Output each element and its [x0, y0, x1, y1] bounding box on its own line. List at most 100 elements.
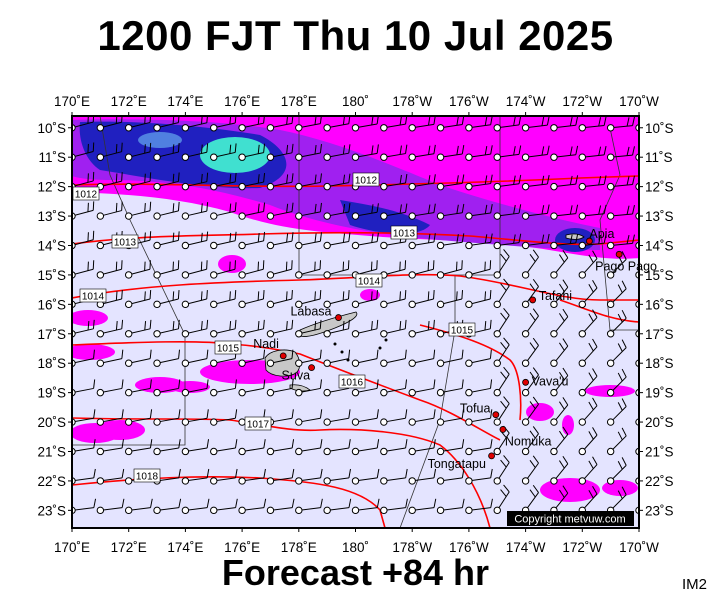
lat-label-right: 15˚S: [645, 268, 674, 283]
wind-barb: [550, 204, 579, 220]
wind-barb-station: [465, 447, 473, 456]
wind-barb: [436, 290, 464, 309]
wind-barb-station: [408, 447, 416, 456]
wind-barb: [465, 204, 493, 220]
wind-barb-station: [238, 506, 246, 515]
lon-label-top: 180˚: [342, 94, 369, 109]
lon-label-bottom: 170˚E: [54, 540, 90, 555]
wind-barb: [521, 204, 550, 220]
wind-barb: [380, 116, 408, 132]
wind-barb: [266, 173, 294, 191]
wind-barb-station: [210, 271, 218, 279]
lon-label-bottom: 176˚E: [224, 540, 260, 555]
wind-barb: [153, 201, 180, 220]
place-dot: [492, 411, 500, 419]
wind-barb-station: [380, 506, 388, 515]
wind-barb-station: [238, 241, 246, 250]
wind-barb-station: [606, 124, 615, 132]
wind-barb: [606, 368, 627, 397]
lat-label-left: 19˚S: [37, 386, 66, 401]
wind-barb: [465, 409, 493, 426]
wind-barb-station: [295, 212, 303, 220]
wind-barb: [380, 144, 408, 161]
wind-barb: [238, 290, 265, 309]
wind-barb: [323, 468, 351, 485]
wind-barb: [96, 379, 124, 397]
isobar: [72, 231, 639, 246]
boundary-line: [399, 275, 456, 528]
wind-barb: [380, 319, 407, 338]
wind-barb: [521, 175, 550, 191]
wind-barb: [408, 233, 436, 250]
wind-barb: [578, 397, 598, 426]
wind-barb: [153, 379, 181, 397]
wind-barb-station: [606, 182, 615, 191]
wind-barb-station: [493, 388, 501, 397]
wind-barb-station: [408, 418, 416, 426]
wind-barb-station: [96, 124, 105, 132]
wind-barb: [465, 439, 493, 456]
wind-barb-station: [323, 153, 331, 161]
wind-barb: [351, 349, 379, 367]
wind-barb: [493, 233, 522, 250]
wind-barb: [266, 319, 294, 338]
wind-barb-station: [266, 506, 275, 515]
lon-label-top: 176˚E: [224, 94, 260, 109]
wind-barb: [465, 116, 493, 132]
wind-barb-station: [465, 506, 473, 515]
wind-barb: [408, 409, 436, 426]
wind-barb-station: [323, 359, 331, 367]
wind-barb-station: [153, 271, 161, 279]
rain-patch: [526, 403, 554, 421]
isobar-label: 1018: [136, 472, 159, 483]
wind-barb: [210, 172, 237, 191]
wind-barb: [606, 175, 635, 191]
wind-barb-station: [125, 477, 133, 485]
wind-barb-station: [521, 153, 530, 161]
wind-barb: [351, 468, 380, 485]
wind-barb: [181, 231, 209, 250]
wind-barb-station: [493, 359, 501, 367]
wind-barb: [323, 349, 351, 367]
wind-barb: [578, 368, 598, 397]
isobar: [559, 299, 639, 323]
isobar-label-box: [244, 416, 272, 431]
wind-barb-station: [550, 153, 558, 161]
wind-barb: [521, 367, 539, 397]
wind-barb: [578, 145, 607, 161]
place-label: Tafahi: [539, 289, 572, 303]
wind-barb: [436, 468, 465, 485]
wind-barb: [125, 116, 151, 132]
wind-barb-station: [436, 182, 445, 191]
wind-barb-station: [295, 418, 303, 426]
place-label: Nomuka: [505, 434, 552, 448]
wind-barb: [238, 498, 267, 515]
wind-barb: [436, 498, 465, 515]
lat-label-left: 23˚S: [37, 503, 66, 518]
wind-barb-station: [380, 212, 388, 220]
wind-barb-station: [125, 418, 133, 426]
wind-barb: [210, 379, 237, 397]
lon-label-top: 178˚W: [392, 94, 432, 109]
wind-barb: [351, 232, 379, 250]
isobar-label: 1015: [451, 326, 474, 337]
wind-barb: [181, 498, 210, 515]
rain-patch: [540, 478, 600, 502]
place-label: Suva: [282, 369, 311, 383]
wind-barb: [153, 172, 180, 191]
wind-barb: [493, 116, 522, 132]
wind-barb: [351, 409, 379, 426]
place-dot: [615, 250, 623, 258]
wind-barb: [436, 116, 465, 132]
wind-barb-station: [606, 212, 615, 220]
wind-barb: [323, 290, 350, 309]
wind-barb-station: [266, 300, 275, 309]
wind-barb: [96, 142, 123, 161]
wind-barb: [181, 379, 209, 397]
wind-barb: [153, 498, 182, 515]
wind-barb-station: [606, 388, 615, 397]
wind-barb: [606, 116, 635, 132]
place-markers: Labasa Nadi Suva Apia Pago Pago Tafahi Vava'u T…: [253, 227, 657, 471]
wind-barb: [153, 319, 180, 338]
wind-barb-station: [380, 124, 388, 132]
